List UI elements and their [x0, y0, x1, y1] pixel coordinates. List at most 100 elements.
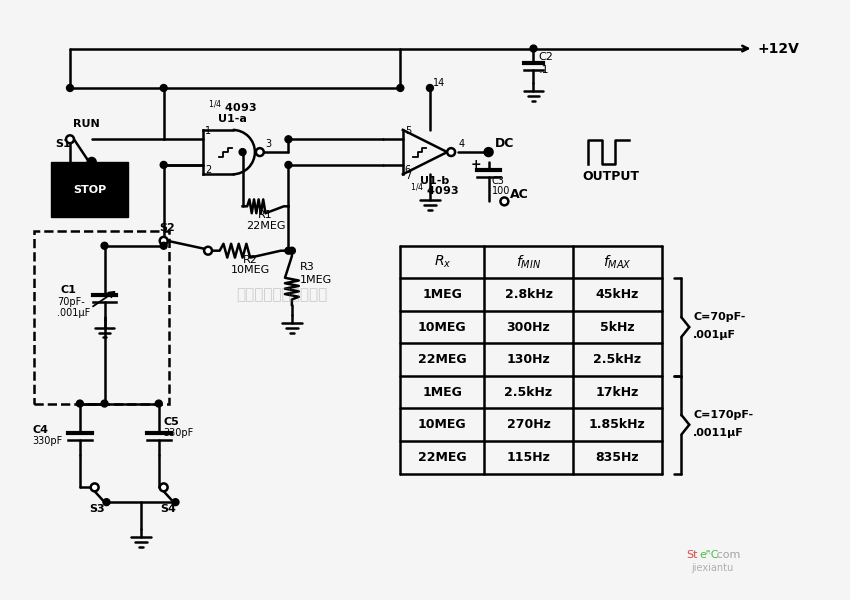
Text: 1: 1	[205, 127, 211, 136]
Circle shape	[239, 149, 246, 155]
Text: .1: .1	[538, 65, 549, 75]
Circle shape	[156, 400, 162, 407]
Text: $f_{MIN}$: $f_{MIN}$	[516, 253, 541, 271]
Text: DC: DC	[495, 137, 514, 150]
Text: .001μF: .001μF	[57, 308, 90, 318]
Circle shape	[204, 247, 212, 254]
Text: 株州烃睶科技有限公司: 株州烃睶科技有限公司	[236, 287, 327, 302]
Text: C1: C1	[60, 285, 76, 295]
Text: $^{1/4}$ 4093: $^{1/4}$ 4093	[411, 182, 459, 199]
Text: 1MEG: 1MEG	[422, 386, 462, 399]
Text: U1-a: U1-a	[218, 114, 247, 124]
Text: .001μF: .001μF	[694, 330, 736, 340]
Text: AC: AC	[510, 188, 529, 202]
Text: 2: 2	[205, 165, 212, 175]
Text: 22MEG: 22MEG	[418, 353, 467, 366]
Text: 10MEG: 10MEG	[418, 320, 467, 334]
Text: 2.5kHz: 2.5kHz	[593, 353, 642, 366]
Text: 3: 3	[266, 139, 272, 149]
Text: C=70pF-: C=70pF-	[694, 312, 745, 322]
Text: 130Hz: 130Hz	[507, 353, 551, 366]
Circle shape	[485, 149, 492, 155]
Text: C2: C2	[538, 52, 553, 62]
Text: RUN: RUN	[73, 119, 99, 130]
Circle shape	[427, 85, 434, 91]
Circle shape	[285, 136, 292, 143]
Circle shape	[285, 247, 292, 254]
Text: S4: S4	[161, 504, 177, 514]
Text: 330pF: 330pF	[32, 436, 63, 446]
Circle shape	[160, 484, 167, 491]
Text: 70pF-: 70pF-	[57, 297, 85, 307]
Circle shape	[447, 148, 455, 156]
Circle shape	[530, 45, 537, 52]
Text: $^{1/4}$ 4093: $^{1/4}$ 4093	[208, 98, 257, 115]
Text: 270Hz: 270Hz	[507, 418, 551, 431]
Text: R1: R1	[258, 210, 273, 220]
Circle shape	[501, 197, 508, 205]
Text: S2: S2	[159, 223, 174, 233]
Text: 6: 6	[405, 165, 411, 175]
Text: $R_x$: $R_x$	[434, 254, 451, 270]
Text: 1MEG: 1MEG	[422, 288, 462, 301]
Circle shape	[288, 247, 295, 254]
Text: U1-b: U1-b	[420, 176, 450, 186]
Circle shape	[91, 484, 99, 491]
Text: 17kHz: 17kHz	[596, 386, 639, 399]
Circle shape	[484, 148, 492, 156]
Text: 835Hz: 835Hz	[596, 451, 639, 464]
Text: C5: C5	[164, 417, 179, 427]
Circle shape	[161, 242, 167, 249]
Text: St: St	[686, 550, 698, 560]
Text: .com: .com	[714, 550, 741, 560]
Circle shape	[101, 400, 108, 407]
Circle shape	[161, 85, 167, 91]
Text: 115Hz: 115Hz	[507, 451, 551, 464]
Text: jiexiantu: jiexiantu	[691, 563, 734, 573]
Text: 4: 4	[459, 139, 465, 149]
Text: 2.8kHz: 2.8kHz	[505, 288, 552, 301]
Text: 100: 100	[491, 185, 510, 196]
Text: S1: S1	[55, 139, 71, 149]
Text: 5kHz: 5kHz	[600, 320, 635, 334]
Circle shape	[66, 136, 74, 143]
Circle shape	[256, 148, 264, 156]
Circle shape	[285, 161, 292, 169]
Circle shape	[160, 237, 167, 245]
Bar	[33, 231, 168, 404]
Circle shape	[66, 85, 73, 91]
Text: 22MEG: 22MEG	[418, 451, 467, 464]
Text: 45kHz: 45kHz	[596, 288, 639, 301]
Text: R3: R3	[300, 262, 314, 272]
Text: eᴿC: eᴿC	[700, 550, 718, 560]
Circle shape	[161, 161, 167, 169]
Text: OUTPUT: OUTPUT	[583, 170, 640, 182]
Circle shape	[103, 499, 110, 506]
Text: 22MEG: 22MEG	[246, 221, 286, 231]
Text: 5: 5	[405, 127, 411, 136]
Text: 10MEG: 10MEG	[230, 265, 269, 275]
Text: 1.85kHz: 1.85kHz	[589, 418, 646, 431]
Text: 300Hz: 300Hz	[507, 320, 551, 334]
Text: 7: 7	[405, 171, 411, 181]
Text: 14: 14	[433, 78, 445, 88]
Circle shape	[88, 158, 96, 166]
Circle shape	[397, 85, 404, 91]
Circle shape	[101, 242, 108, 249]
Text: STOP: STOP	[73, 185, 106, 194]
Text: +: +	[471, 158, 481, 171]
Text: 330pF: 330pF	[164, 428, 194, 438]
Text: +12V: +12V	[757, 41, 799, 56]
Text: S3: S3	[90, 504, 105, 514]
Text: 2.5kHz: 2.5kHz	[505, 386, 552, 399]
Text: R2: R2	[243, 254, 258, 265]
Text: 10MEG: 10MEG	[418, 418, 467, 431]
Circle shape	[76, 400, 83, 407]
Text: C4: C4	[32, 425, 48, 435]
Text: .0011μF: .0011μF	[694, 428, 744, 437]
Circle shape	[172, 499, 179, 506]
Text: 1MEG: 1MEG	[300, 275, 332, 285]
Circle shape	[88, 158, 95, 166]
Text: C3: C3	[491, 176, 504, 185]
Text: C=170pF-: C=170pF-	[694, 410, 753, 420]
